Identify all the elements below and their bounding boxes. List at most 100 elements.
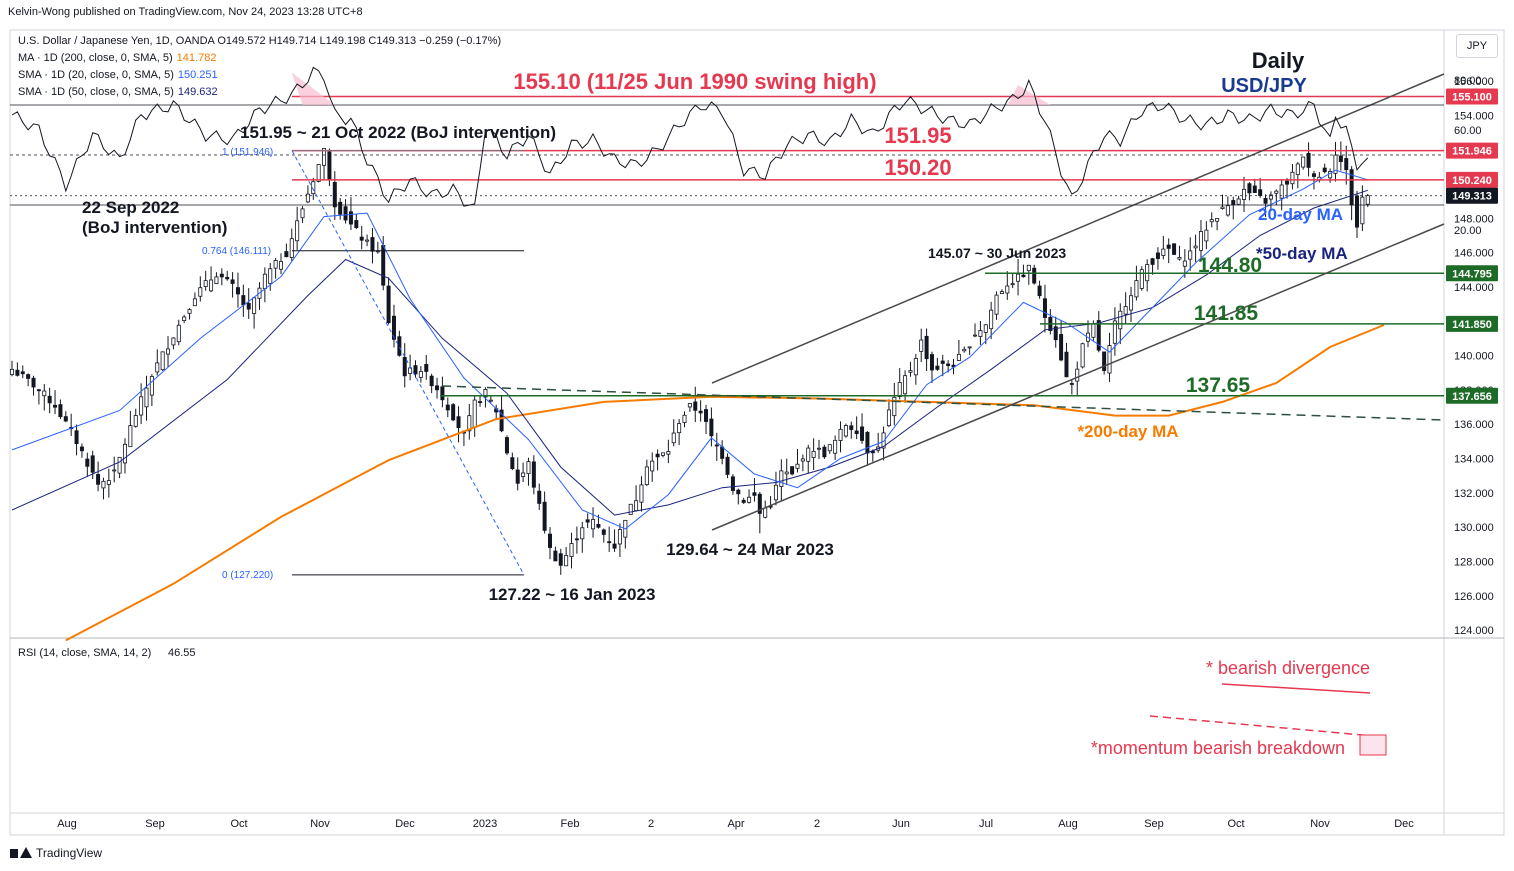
price-tick-15: 126.000 bbox=[1454, 591, 1494, 603]
label-fib-high: 1 (151.946) bbox=[222, 147, 273, 158]
candle-247 bbox=[1338, 141, 1343, 171]
candle-204 bbox=[1107, 332, 1112, 382]
candle-119 bbox=[650, 452, 655, 482]
candle-19 bbox=[112, 456, 117, 483]
candle-239 bbox=[1295, 161, 1300, 189]
candle-197 bbox=[1069, 379, 1074, 395]
label-15020: 150.20 bbox=[884, 155, 951, 180]
candle-35 bbox=[198, 276, 203, 302]
neckline-dashed bbox=[441, 385, 1445, 421]
price-tick-6: 144.000 bbox=[1454, 282, 1494, 294]
candle-194 bbox=[1053, 316, 1058, 348]
legend-sma20-value: 150.251 bbox=[177, 69, 218, 81]
candle-141 bbox=[768, 496, 773, 510]
candle-96 bbox=[526, 457, 531, 486]
price-tag-144.795: 144.795 bbox=[1446, 265, 1498, 282]
candle-73 bbox=[402, 343, 407, 388]
candle-140 bbox=[763, 500, 768, 519]
candle-62 bbox=[343, 199, 348, 224]
candle-126 bbox=[687, 403, 692, 412]
candle-107 bbox=[585, 513, 590, 529]
candle-229 bbox=[1242, 176, 1247, 212]
candle-211 bbox=[1145, 259, 1150, 292]
candle-100 bbox=[548, 527, 553, 560]
candle-191 bbox=[1037, 280, 1042, 299]
time-axis[interactable]: Aug Sep Oct Nov Dec 2023 Feb 2 Apr 2 Jun Jul Aug Sep O… bbox=[57, 818, 1414, 830]
candle-64 bbox=[354, 214, 359, 229]
candle-152 bbox=[827, 444, 832, 454]
candle-238 bbox=[1290, 163, 1295, 190]
candle-25 bbox=[144, 375, 149, 421]
candle-198 bbox=[1075, 361, 1080, 396]
candle-193 bbox=[1048, 309, 1053, 335]
channel-lower-line bbox=[711, 223, 1445, 531]
candle-67 bbox=[370, 227, 375, 264]
channel-upper-line bbox=[711, 73, 1445, 384]
candle-167 bbox=[908, 361, 913, 377]
candle-148 bbox=[806, 444, 811, 474]
candle-219 bbox=[1188, 237, 1193, 271]
time-tick-2: Oct bbox=[230, 818, 247, 830]
tradingview-brand[interactable]: TradingView bbox=[10, 846, 102, 860]
candle-233 bbox=[1263, 194, 1268, 217]
candle-134 bbox=[730, 474, 735, 495]
candle-214 bbox=[1161, 236, 1166, 260]
rsi-legend-label[interactable]: RSI (14, close, SMA, 14, 2) bbox=[18, 647, 151, 659]
candle-241 bbox=[1306, 142, 1311, 177]
candle-53 bbox=[295, 206, 300, 250]
candle-127 bbox=[693, 386, 698, 423]
candle-84 bbox=[461, 430, 466, 446]
candle-243 bbox=[1317, 172, 1322, 183]
candle-42 bbox=[235, 272, 240, 308]
time-tick-6: Feb bbox=[561, 818, 580, 830]
candle-24 bbox=[139, 383, 144, 425]
candle-157 bbox=[854, 416, 859, 440]
svg-text:150.240: 150.240 bbox=[1452, 175, 1492, 187]
candle-186 bbox=[1010, 272, 1015, 289]
candle-234 bbox=[1268, 191, 1273, 212]
sma50-line bbox=[11, 189, 1368, 516]
candle-223 bbox=[1209, 212, 1214, 228]
candle-225 bbox=[1220, 194, 1225, 210]
candle-213 bbox=[1155, 247, 1160, 270]
legend-sma20[interactable]: SMA · 1D (20, close, 0, SMA, 5) 150.251 bbox=[18, 69, 218, 81]
legend-ma200[interactable]: MA · 1D (200, close, 0, SMA, 5) 141.782 bbox=[18, 52, 216, 64]
candle-7 bbox=[47, 387, 52, 414]
candle-68 bbox=[375, 241, 380, 254]
candle-132 bbox=[720, 440, 725, 465]
time-tick-0: Aug bbox=[57, 818, 77, 830]
candle-87 bbox=[478, 395, 483, 407]
candle-30 bbox=[171, 337, 176, 350]
candle-110 bbox=[601, 528, 606, 543]
candle-33 bbox=[187, 308, 192, 320]
candle-125 bbox=[682, 411, 687, 428]
price-tag-137.656: 137.656 bbox=[1446, 387, 1498, 404]
candle-97 bbox=[531, 455, 536, 495]
candle-118 bbox=[644, 459, 649, 487]
candle-146 bbox=[795, 449, 800, 473]
candle-121 bbox=[660, 452, 665, 458]
price-axis[interactable]: 156.000154.000152.000150.000148.000146.0… bbox=[1454, 76, 1494, 637]
candle-79 bbox=[435, 377, 440, 399]
candle-37 bbox=[209, 266, 214, 293]
currency-button[interactable]: JPY bbox=[1456, 34, 1498, 58]
candle-120 bbox=[655, 449, 660, 471]
candle-86 bbox=[472, 395, 477, 437]
candle-92 bbox=[504, 435, 509, 456]
candle-93 bbox=[510, 452, 515, 471]
candle-222 bbox=[1204, 221, 1209, 250]
candle-77 bbox=[424, 354, 429, 380]
time-tick-16: Dec bbox=[1394, 818, 1414, 830]
legend-ma200-value: 141.782 bbox=[176, 52, 217, 64]
candle-180 bbox=[978, 320, 983, 345]
rsi-overbought-fill-0 bbox=[291, 72, 335, 105]
candle-147 bbox=[800, 454, 805, 472]
candle-10 bbox=[63, 411, 68, 423]
legend-sma50-value: 149.632 bbox=[177, 86, 218, 98]
candle-103 bbox=[564, 547, 569, 567]
symbol-ohlc-line[interactable]: U.S. Dollar / Japanese Yen, 1D, OANDA O1… bbox=[18, 35, 502, 47]
price-tag-150.240: 150.240 bbox=[1446, 171, 1498, 188]
legend-sma50[interactable]: SMA · 1D (50, close, 0, SMA, 5) 149.632 bbox=[18, 86, 218, 98]
candle-250 bbox=[1355, 190, 1360, 238]
